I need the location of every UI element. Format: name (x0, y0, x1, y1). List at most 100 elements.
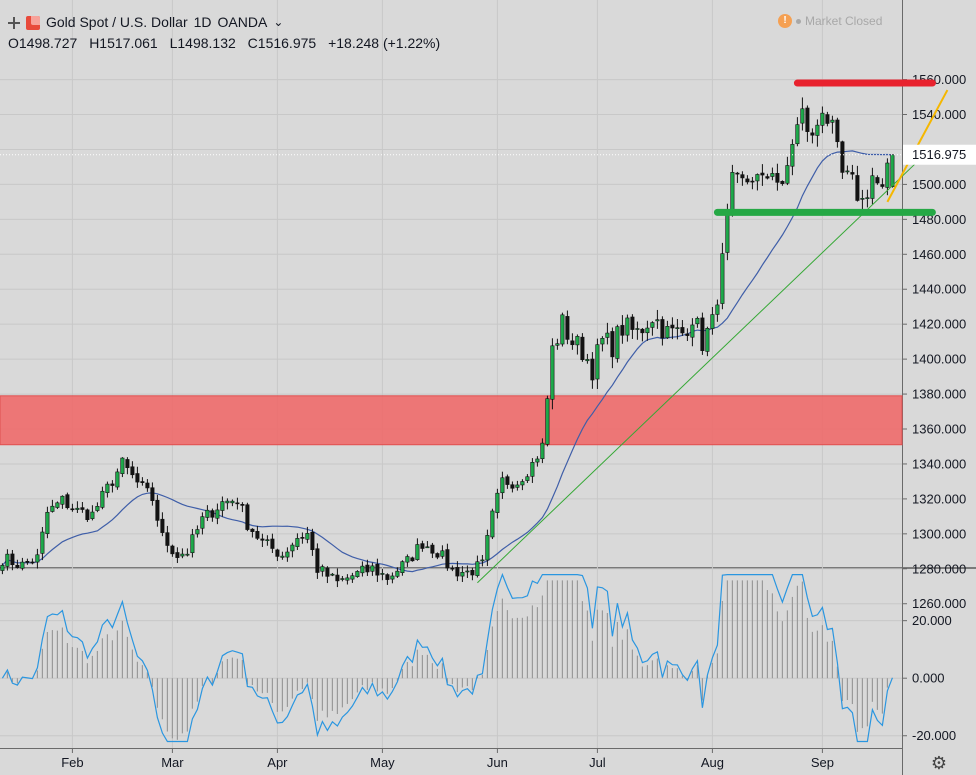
chevron-down-icon[interactable]: ⌄ (273, 15, 284, 29)
candle-body (575, 336, 580, 346)
candle-body (710, 314, 715, 329)
price-tick-label: 1540.000 (912, 107, 966, 122)
candle-body (640, 328, 645, 334)
candle-body (400, 561, 405, 573)
candlestick-series (0, 97, 895, 588)
supply-zone-rect (0, 395, 903, 446)
candle-body (315, 548, 320, 573)
candle-body (145, 482, 150, 489)
candle-body (655, 319, 660, 322)
resistance-zone (0, 395, 903, 446)
candle-body (150, 487, 155, 501)
price-tick-label: 1340.000 (912, 456, 966, 471)
candle-body (245, 504, 250, 530)
time-axis[interactable]: Feb Mar Apr May Jun Jul Aug Sep (61, 748, 834, 770)
candle-body (620, 325, 625, 336)
gear-icon[interactable]: ⚙ (930, 753, 948, 773)
candle-body (785, 165, 790, 184)
candle-body (605, 332, 610, 338)
candle-body (735, 172, 740, 175)
price-tick-label: 1440.000 (912, 282, 966, 297)
candle-body (355, 571, 360, 577)
candle-body (170, 545, 175, 555)
osc-tick-label: 0.000 (912, 671, 945, 686)
close-value: C1516.975 (247, 35, 317, 51)
candle-body (780, 181, 785, 184)
candle-body (665, 326, 670, 339)
candle-body (260, 538, 265, 541)
candle-body (50, 505, 55, 512)
time-tick-label: Aug (701, 755, 724, 770)
candle-body (120, 457, 125, 474)
candle-body (310, 531, 315, 551)
high-value: H1517.061 (89, 35, 158, 51)
candle-body (485, 535, 490, 561)
candle-body (770, 173, 775, 177)
candle-body (545, 398, 550, 445)
candle-body (5, 553, 10, 567)
candle-body (180, 553, 185, 557)
candle-body (445, 549, 450, 569)
candle-body (390, 575, 395, 580)
trendline (477, 161, 918, 584)
candle-body (670, 324, 675, 329)
candle-body (495, 492, 500, 513)
candle-body (55, 502, 60, 508)
candle-body (775, 173, 780, 183)
symbol-title[interactable]: Gold Spot / U.S. Dollar (46, 14, 188, 30)
candle-body (380, 573, 385, 575)
candle-body (250, 528, 255, 532)
candle-body (490, 510, 495, 538)
interval-label[interactable]: 1D (193, 14, 212, 30)
candle-body (255, 531, 260, 539)
candle-body (580, 336, 585, 361)
candle-body (705, 328, 710, 352)
candle-body (385, 574, 390, 580)
candle-body (220, 501, 225, 511)
oscillator-axis[interactable]: 20.000 0.000 -20.000 (902, 613, 956, 743)
candle-body (615, 326, 620, 359)
candle-body (75, 507, 80, 510)
status-dot-icon (796, 18, 801, 24)
candle-body (300, 537, 305, 539)
candle-body (365, 564, 370, 573)
candle-body (330, 573, 335, 576)
candle-body (375, 563, 380, 576)
candle-body (680, 327, 685, 334)
candle-body (210, 510, 215, 518)
candle-body (815, 124, 820, 136)
candle-body (765, 176, 770, 179)
candle-body (850, 172, 855, 175)
candle-body (845, 170, 850, 173)
candle-body (650, 322, 655, 328)
price-pane (0, 0, 902, 567)
candle-body (635, 328, 640, 330)
price-tick-label: 1420.000 (912, 317, 966, 332)
candle-body (295, 538, 300, 547)
candle-body (645, 327, 650, 334)
candle-body (535, 458, 540, 463)
candle-body (470, 570, 475, 576)
candle-body (125, 459, 130, 469)
open-value: O1498.727 (8, 35, 78, 51)
price-tick-label: 1260.000 (912, 596, 966, 611)
candle-body (140, 481, 145, 483)
candle-body (560, 314, 565, 345)
candle-body (840, 141, 845, 173)
time-tick-label: Apr (267, 755, 288, 770)
price-tick-label: 1460.000 (912, 247, 966, 262)
candle-body (435, 553, 440, 558)
candle-body (130, 466, 135, 476)
candle-body (570, 340, 575, 346)
exchange-label[interactable]: OANDA (217, 14, 268, 30)
candle-body (335, 574, 340, 582)
candle-body (440, 550, 445, 557)
market-status[interactable]: ! Market Closed (778, 14, 882, 28)
plus-icon[interactable] (8, 16, 20, 29)
price-tick-label: 1360.000 (912, 422, 966, 437)
candle-body (110, 483, 115, 486)
candle-body (525, 476, 530, 481)
candle-body (505, 476, 510, 485)
